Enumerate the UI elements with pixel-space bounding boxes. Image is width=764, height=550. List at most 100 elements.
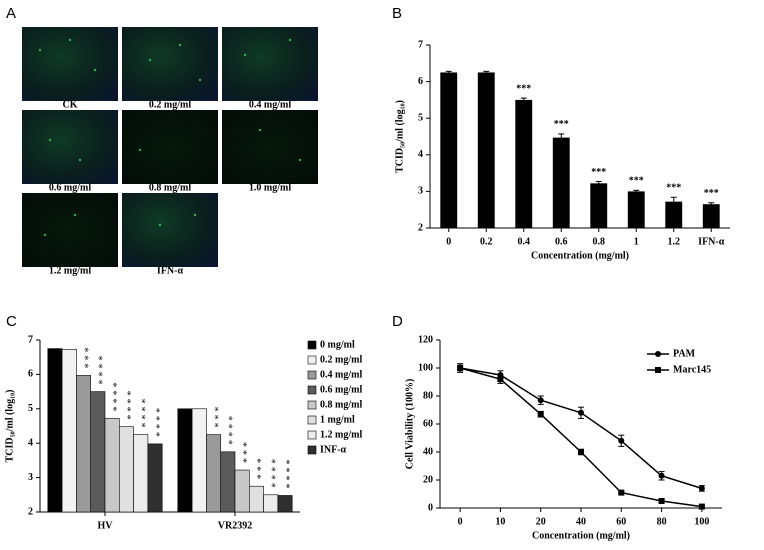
bar [47,348,63,513]
micrograph-label: 1.0 mg/ml [249,182,291,193]
y-tick-label: 100 [418,362,433,373]
micrograph-label: CK [63,99,78,110]
legend-swatch [307,370,317,380]
legend-swatch [307,355,317,365]
bar [477,72,495,228]
micrograph [122,27,218,101]
micrograph [22,27,118,101]
fluorescence-speck [138,148,142,152]
legend-label: Marc145 [673,364,711,375]
micrograph-label: 0.4 mg/ml [249,99,291,110]
legend-swatch [307,340,317,350]
significance-label: *** [629,176,644,187]
fluorescence-speck [288,38,292,42]
significance-label: *** [704,188,719,199]
marker [658,498,665,504]
marker [618,489,625,496]
legend-swatch [307,400,317,410]
micrograph [222,27,318,101]
micrograph-grid: CK 0.2 mg/ml 0.4 mg/ml 0.6 mg/ml 0.8 mg/… [22,27,318,276]
micrograph [22,193,118,267]
y-tick-label: 7 [28,334,33,345]
y-tick-label: 2 [28,506,33,517]
y-tick-label: 3 [418,186,423,197]
fluorescence-speck [178,43,182,47]
line [459,367,702,508]
marker [618,437,625,444]
bar [119,426,134,513]
bar [249,485,264,513]
panel-label: B [392,5,402,22]
fluorescence-speck [68,38,72,42]
bar [191,408,207,513]
marker [497,376,504,383]
fluorescence-speck [148,58,152,62]
significance-label: **** [107,382,118,414]
x-tick-label: HV [98,520,114,531]
marker [578,409,584,416]
micrograph [222,110,318,184]
significance-label: *** [666,183,681,194]
bar [234,469,250,513]
bar [440,72,458,228]
bar [702,204,720,228]
bar [206,434,221,513]
fluorescence-speck [93,68,97,72]
marker [578,449,584,455]
y-tick-label: 2 [418,222,423,233]
x-tick-label: 0 [458,516,463,527]
bar [552,137,570,228]
significance-label: *** [591,167,606,178]
bar [263,494,279,513]
y-tick-label: 0 [428,502,433,513]
x-tick-label: 0.6 [555,236,568,247]
y-tick-label: 80 [423,390,433,401]
fluorescence-speck [38,48,42,52]
x-tick-label: 0.8 [593,236,606,247]
fluorescence-speck [258,128,262,132]
legend-marker [655,351,661,357]
micrograph [122,193,218,267]
y-tick-label: 40 [423,446,433,457]
bar [90,391,106,513]
legend-marker [655,367,661,373]
x-tick-label: 80 [657,516,667,527]
significance-label: **** [121,391,132,423]
micrograph-label: 0.8 mg/ml [149,182,191,193]
legend-swatch [307,385,317,395]
y-tick-label: 6 [418,76,423,87]
micrograph-label: 1.2 mg/ml [49,265,91,276]
marker [537,397,544,404]
y-tick-label: 4 [28,437,33,448]
x-axis-label: Concentration (mg/ml) [531,250,629,261]
significance-label: *** [251,458,262,482]
legend-label: 0.6 mg/ml [320,384,362,395]
micrograph [22,110,118,184]
x-tick-label: 1 [634,236,639,247]
fluorescence-speck [193,213,197,217]
bar [177,408,193,513]
significance-label: **** [135,399,146,431]
legend-label: 1 mg/ml [320,414,355,425]
significance-label: *** [516,83,531,94]
legend-label: 0 mg/ml [320,339,355,350]
x-tick-label: 0.4 [518,236,531,247]
marker [698,503,705,510]
legend-label: INF-α [320,444,347,455]
y-tick-label: 3 [28,472,33,483]
marker [698,485,705,492]
y-tick-label: 5 [28,403,33,414]
significance-label: **** [150,408,161,440]
marker [658,472,665,479]
x-tick-label: 60 [616,516,626,527]
y-tick-label: 120 [418,334,433,345]
x-axis-label: Concentration (mg/ml) [532,530,630,541]
y-axis-label: TCID₅₀/ml (log₁₀) [4,390,15,463]
bar [590,183,608,228]
micrograph-label: 0.2 mg/ml [149,99,191,110]
significance-label: *** [208,407,219,431]
y-tick-label: 20 [423,474,433,485]
legend-label: 1.2 mg/ml [320,429,362,440]
